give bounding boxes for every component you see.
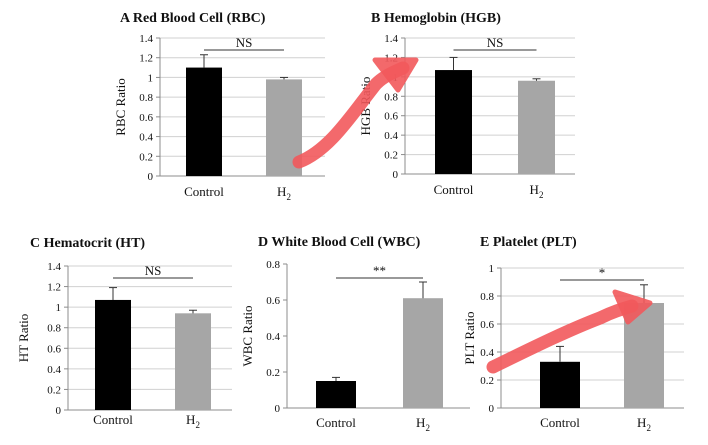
x-tick-label-b-0: Control xyxy=(434,182,474,197)
x-tick-label-main: H xyxy=(416,415,425,430)
y-tick-label-c: 1.2 xyxy=(47,282,61,294)
significance-label-a: NS xyxy=(236,35,253,50)
red-arrow-head-d xyxy=(372,57,419,93)
significance-label-e: * xyxy=(599,265,606,280)
x-tick-label-d-0: Control xyxy=(316,415,356,430)
chart-panel-e: E Platelet (PLT) 0 0.2 0.4 0.6 0.8 1 PLT Ratio C… xyxy=(462,235,684,433)
x-tick-label-c-1: H2 xyxy=(186,412,200,430)
x-tick-label-c-0: Control xyxy=(93,412,133,427)
y-tick-label-b: 0.8 xyxy=(384,91,398,103)
x-tick-label-main: H xyxy=(186,412,195,427)
y-tick-label-c: 0.2 xyxy=(47,384,61,396)
significance-label-c: NS xyxy=(145,263,162,278)
y-tick-label-c: 0.6 xyxy=(47,343,61,355)
y-tick-label-a: 0.2 xyxy=(139,151,153,163)
x-tick-label-subscript: 2 xyxy=(425,423,430,433)
y-tick-label-c: 1 xyxy=(56,302,62,314)
x-tick-label-main: Control xyxy=(434,182,474,197)
x-tick-label-e-0: Control xyxy=(540,415,580,430)
y-tick-label-a: 1 xyxy=(148,72,154,84)
x-tick-label-main: H xyxy=(530,182,539,197)
y-tick-label-e: 0 xyxy=(489,403,495,415)
x-tick-label-main: H xyxy=(277,184,286,199)
x-tick-label-main: Control xyxy=(540,415,580,430)
y-tick-label-b: 1.4 xyxy=(384,33,398,45)
bar-d-h2 xyxy=(403,298,443,408)
bar-a-control xyxy=(186,67,222,176)
chart-title-d: D White Blood Cell (WBC) xyxy=(258,235,421,250)
x-tick-label-e-1: H2 xyxy=(637,415,651,433)
y-tick-label-b: 0 xyxy=(393,169,399,181)
chart-panel-b: B Hemoglobin (HGB)00.20.40.60.811.21.4HG… xyxy=(358,11,575,200)
y-tick-label-c: 0 xyxy=(56,405,62,417)
y-tick-label-d: 0.4 xyxy=(266,331,280,343)
chart-title-e: E Platelet (PLT) xyxy=(480,235,577,250)
x-tick-label-a-0: Control xyxy=(184,184,224,199)
y-tick-label-e: 0.4 xyxy=(480,347,494,359)
bar-e-control xyxy=(540,361,580,408)
x-tick-label-d-1: H2 xyxy=(416,415,430,433)
y-tick-label-b: 0.2 xyxy=(384,150,398,162)
y-tick-label-c: 0.4 xyxy=(47,364,61,376)
y-tick-label-b: 0.6 xyxy=(384,111,398,123)
x-tick-label-subscript: 2 xyxy=(646,423,651,433)
y-tick-label-a: 0.4 xyxy=(139,132,153,144)
y-tick-label-e: 0.8 xyxy=(480,291,494,303)
y-tick-label-d: 0.2 xyxy=(266,367,280,379)
y-tick-label-a: 1.4 xyxy=(139,33,153,45)
y-tick-label-d: 0.6 xyxy=(266,295,280,307)
chart-title-a: A Red Blood Cell (RBC) xyxy=(120,11,266,26)
y-tick-label-e: 0.2 xyxy=(480,375,494,387)
chart-title-b: B Hemoglobin (HGB) xyxy=(371,11,501,26)
y-axis-label-d: WBC Ratio xyxy=(240,305,255,366)
y-tick-label-e: 0.6 xyxy=(480,319,494,331)
bar-b-h2 xyxy=(518,80,555,174)
x-tick-label-main: H xyxy=(637,415,646,430)
y-axis-label-a: RBC Ratio xyxy=(113,78,128,135)
red-arrow-shaft-e xyxy=(486,299,639,374)
chart-title-c: C Hematocrit (HT) xyxy=(30,236,145,251)
bar-c-h2 xyxy=(175,313,211,410)
chart-panel-d: D White Blood Cell (WBC) 0 0.2 0.4 0.6 0.8 WBC… xyxy=(240,57,470,433)
y-tick-label-c: 0.8 xyxy=(47,323,61,335)
y-tick-label-a: 0.8 xyxy=(139,92,153,104)
x-tick-label-subscript: 2 xyxy=(539,190,544,200)
bar-c-control xyxy=(95,299,131,410)
chart-panel-c: C Hematocrit (HT) 0 0.2 0.4 0.6 0.8 1 1.2 1.4 HT … xyxy=(16,236,232,430)
red-arrow-head-e xyxy=(612,289,653,325)
bar-b-control xyxy=(435,70,472,174)
chart-panel-a: A Red Blood Cell (RBC) 0 0.2 0.4 0.6 0.8 1 1.2 1… xyxy=(113,11,325,202)
y-axis-label-e: PLT Ratio xyxy=(462,311,477,364)
y-tick-label-c: 1.4 xyxy=(47,261,61,273)
y-tick-label-a: 0 xyxy=(148,171,154,183)
x-tick-label-main: Control xyxy=(184,184,224,199)
x-tick-label-subscript: 2 xyxy=(286,192,291,202)
y-tick-label-a: 0.6 xyxy=(139,112,153,124)
x-tick-label-main: Control xyxy=(316,415,356,430)
x-tick-label-a-1: H2 xyxy=(277,184,291,202)
y-axis-label-c: HT Ratio xyxy=(16,314,31,363)
y-tick-label-d: 0.8 xyxy=(266,259,280,271)
y-tick-label-b: 0.4 xyxy=(384,130,398,142)
bar-d-control xyxy=(316,381,356,408)
significance-label-b: NS xyxy=(487,35,504,50)
y-tick-label-e: 1 xyxy=(489,263,495,275)
x-tick-label-subscript: 2 xyxy=(195,420,200,430)
significance-label-d: ** xyxy=(373,263,386,278)
y-tick-label-d: 0 xyxy=(275,403,281,415)
x-tick-label-b-1: H2 xyxy=(530,182,544,200)
y-tick-label-a: 1.2 xyxy=(139,53,153,65)
x-tick-label-main: Control xyxy=(93,412,133,427)
